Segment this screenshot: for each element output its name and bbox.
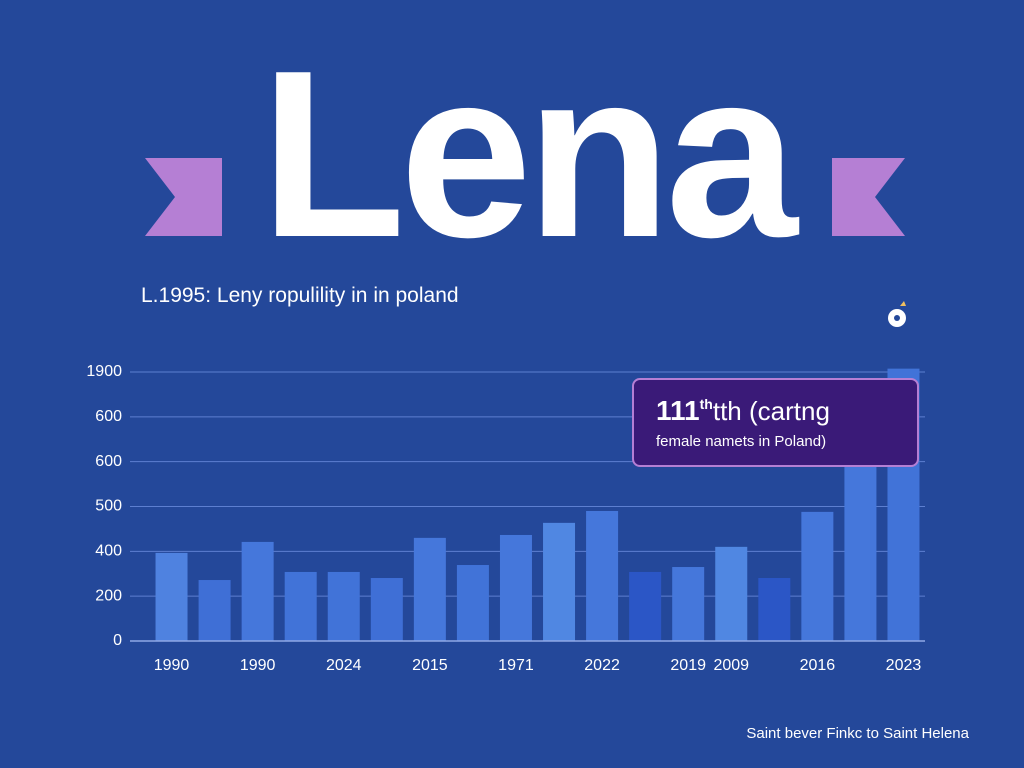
y-tick-label: 0: [113, 632, 122, 649]
x-tick-label: 2009: [713, 657, 749, 674]
x-tick-label: 1990: [154, 657, 190, 674]
x-tick-label: 2015: [412, 657, 448, 674]
y-tick-label: 200: [95, 587, 122, 604]
chart-subtitle: L.1995: Leny ropulility in in poland: [141, 284, 459, 307]
bar: [370, 578, 403, 641]
annotation-main: 111: [656, 395, 700, 426]
annotation-rest: tth (cartng: [713, 396, 830, 426]
bar: [586, 510, 619, 641]
bar: [241, 541, 274, 641]
bar: [327, 571, 360, 641]
y-tick-label: 1900: [86, 363, 122, 380]
annotation: 111thtth (cartng female namets in Poland…: [632, 378, 919, 467]
ribbon-left: [145, 158, 222, 236]
bar: [284, 571, 317, 641]
bar: [844, 439, 877, 641]
x-tick-label: 1990: [240, 657, 276, 674]
icon: [888, 301, 906, 327]
y-tick-label: 600: [95, 453, 122, 470]
bar: [629, 571, 662, 641]
x-tick-label: 2022: [584, 657, 620, 674]
x-tick-label: 1971: [498, 657, 534, 674]
y-tick-label: 400: [95, 543, 122, 560]
bar: [715, 546, 748, 641]
bar: [801, 511, 834, 641]
annotation-text: female namets in Poland): [656, 433, 826, 450]
x-tick-label: 2024: [326, 657, 362, 674]
x-tick-label: 2016: [800, 657, 836, 674]
bar: [413, 537, 446, 641]
y-tick-label: 500: [95, 498, 122, 515]
annotation-box: [632, 378, 919, 467]
bar: [155, 552, 188, 641]
ribbon-right: [832, 158, 905, 236]
bar: [499, 534, 532, 641]
bar: [456, 565, 489, 641]
y-tick-label: 600: [95, 408, 122, 425]
x-tick-label: 2023: [886, 657, 922, 674]
bar: [543, 522, 576, 641]
footer: Saint bever Finkc to Saint Helena: [746, 725, 969, 742]
annotation-title: 111thtth (cartng: [656, 395, 830, 426]
x-tick-label: 2019: [670, 657, 706, 674]
bar: [672, 567, 705, 641]
annotation-sup: th: [700, 396, 713, 412]
bar: [198, 580, 231, 641]
bar: [758, 578, 791, 641]
chart-title: Lena: [260, 22, 799, 287]
